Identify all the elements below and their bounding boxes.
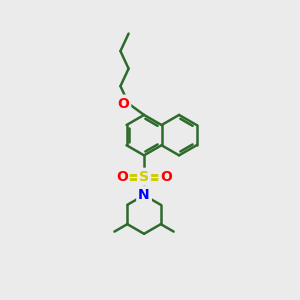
Text: O: O [117,97,129,111]
Text: O: O [160,170,172,184]
Text: N: N [138,188,150,202]
Text: S: S [139,170,149,184]
Text: O: O [116,170,128,184]
